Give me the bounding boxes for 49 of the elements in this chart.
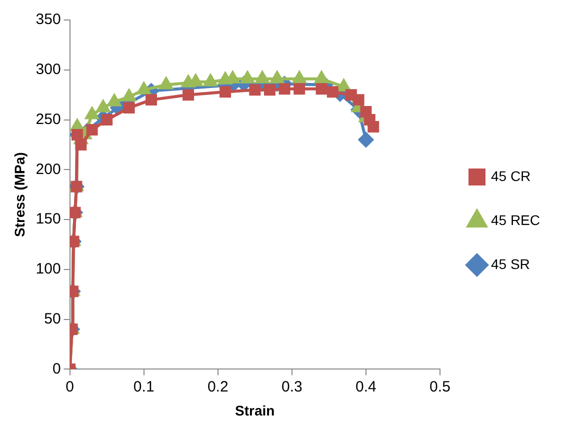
point bbox=[352, 94, 364, 106]
legend-label: 45 CR bbox=[490, 168, 531, 184]
x-tick-label: 0.5 bbox=[430, 378, 450, 396]
point bbox=[270, 71, 284, 84]
x-tick-label: 0.1 bbox=[133, 378, 154, 396]
y-tick-label: 200 bbox=[36, 160, 61, 178]
point bbox=[326, 86, 338, 98]
point bbox=[264, 84, 276, 96]
point bbox=[240, 71, 254, 84]
point bbox=[75, 138, 87, 150]
y-tick-label: 350 bbox=[36, 11, 61, 28]
legend-label: 45 SR bbox=[490, 256, 530, 272]
point bbox=[123, 102, 135, 114]
point bbox=[86, 124, 98, 136]
point bbox=[294, 83, 306, 95]
y-tick-label: 50 bbox=[44, 310, 61, 328]
x-tick-label: 0 bbox=[66, 378, 74, 396]
point bbox=[137, 82, 151, 94]
y-tick-label: 0 bbox=[52, 360, 61, 378]
point bbox=[249, 84, 261, 96]
x-tick-label: 0.4 bbox=[356, 378, 376, 396]
point bbox=[358, 132, 374, 148]
point bbox=[368, 121, 380, 132]
point bbox=[256, 71, 270, 84]
y-tick-label: 150 bbox=[36, 210, 61, 228]
legend-label: 45 REC bbox=[490, 212, 540, 228]
x-axis-title: Strain bbox=[235, 402, 275, 418]
point bbox=[70, 206, 81, 218]
point bbox=[146, 94, 158, 106]
point bbox=[316, 83, 328, 95]
y-axis-title: Stress (MPa) bbox=[11, 152, 28, 238]
y-tick-label: 100 bbox=[36, 260, 61, 278]
point bbox=[337, 79, 350, 92]
point bbox=[292, 71, 306, 84]
x-tick-label: 0.2 bbox=[207, 378, 228, 396]
x-tick-label: 0.3 bbox=[281, 378, 302, 396]
point bbox=[159, 77, 173, 90]
point bbox=[101, 114, 113, 126]
point bbox=[220, 86, 232, 98]
point bbox=[204, 74, 218, 86]
point bbox=[278, 83, 290, 95]
point bbox=[108, 94, 121, 106]
point bbox=[182, 89, 194, 101]
point bbox=[85, 107, 99, 120]
point bbox=[122, 89, 136, 102]
point bbox=[96, 100, 110, 112]
point bbox=[314, 71, 328, 84]
y-tick-label: 300 bbox=[36, 61, 61, 78]
y-tick-label: 250 bbox=[36, 110, 61, 128]
